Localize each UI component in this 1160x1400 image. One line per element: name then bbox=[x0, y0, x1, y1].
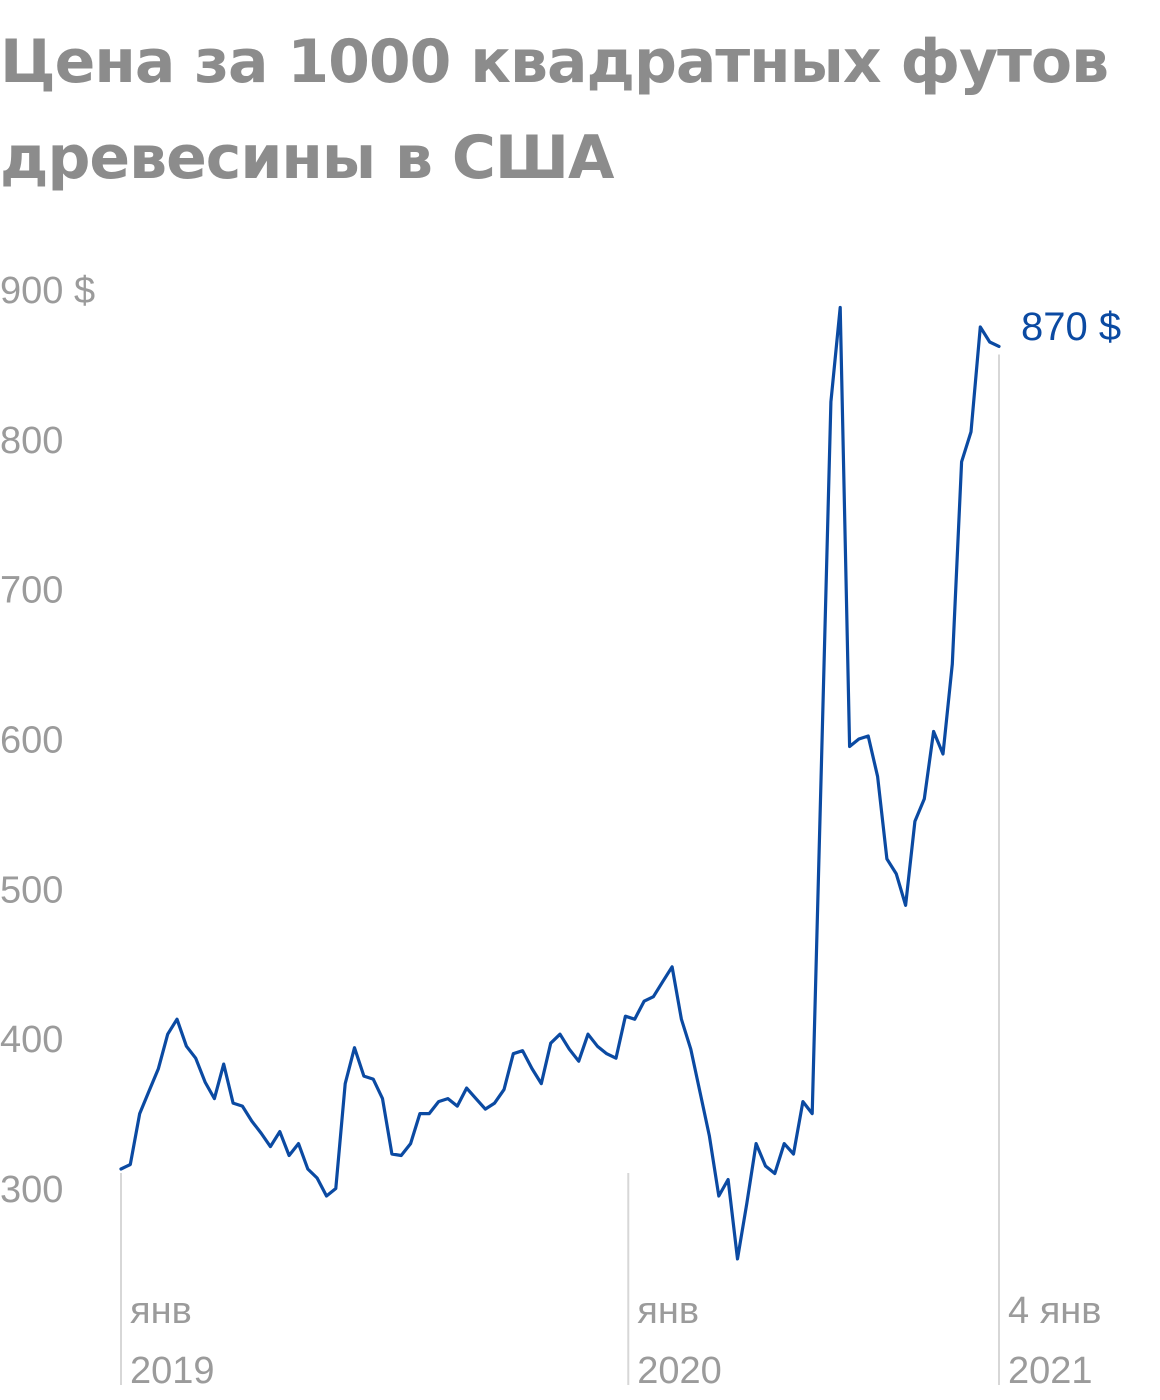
chart-title-line-1: Цена за 1000 квадратных футов bbox=[0, 27, 1109, 97]
x-tick-label-year: 2019 bbox=[130, 1350, 215, 1392]
x-tick-label-year: 2021 bbox=[1008, 1350, 1093, 1392]
gridlines bbox=[120, 354, 1000, 1385]
y-tick-label: 400 bbox=[0, 1019, 63, 1061]
x-tick-label-year: 2020 bbox=[637, 1350, 722, 1392]
y-tick-label: 700 bbox=[0, 570, 63, 612]
x-tick-label-month: янв bbox=[130, 1290, 192, 1332]
y-tick-label: 900 $ bbox=[0, 270, 95, 312]
last-value-label: 870 $ bbox=[1021, 305, 1121, 349]
chart-title: Цена за 1000 квадратных футов древесины … bbox=[0, 14, 1150, 206]
x-axis: янв 2019 янв 2020 4 янв 2021 bbox=[130, 1290, 1101, 1392]
y-tick-label: 300 bbox=[0, 1169, 63, 1211]
y-tick-label: 500 bbox=[0, 869, 63, 911]
chart-title-line-2: древесины в США bbox=[0, 123, 614, 193]
y-tick-label: 800 bbox=[0, 420, 63, 462]
x-tick-label-month: 4 янв bbox=[1008, 1290, 1101, 1332]
y-tick-label: 600 bbox=[0, 720, 63, 762]
y-axis: 900 $ 800 700 600 500 400 300 bbox=[0, 270, 95, 1211]
price-line bbox=[119, 305, 1001, 1261]
x-tick-label-month: янв bbox=[637, 1290, 699, 1332]
